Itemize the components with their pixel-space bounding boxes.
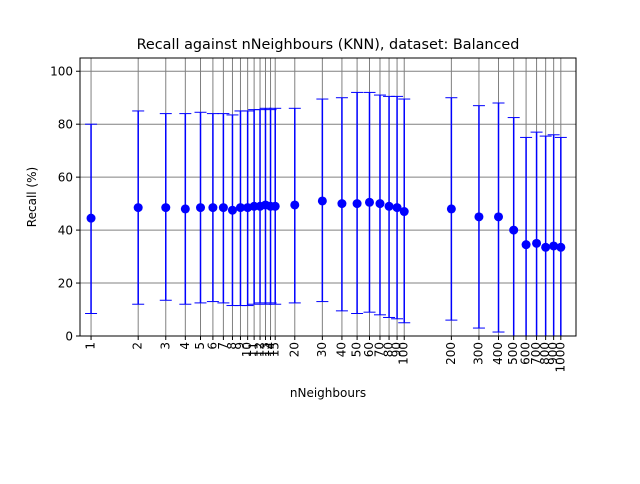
- x-tick-label: 400: [491, 342, 505, 365]
- x-tick-label: 14: [263, 342, 277, 357]
- x-tick-label: 900: [546, 342, 560, 365]
- data-point: [227, 205, 237, 215]
- x-tick-label: 6: [205, 342, 219, 350]
- data-point: [384, 201, 394, 211]
- plot-area: [80, 58, 576, 336]
- data-layer: [85, 91, 567, 336]
- x-axis-label: nNeighbours: [290, 386, 366, 400]
- y-tick-label: 0: [65, 330, 73, 344]
- data-point: [161, 203, 171, 213]
- x-tick-label: 15: [268, 342, 282, 357]
- data-point: [180, 204, 190, 214]
- data-point: [290, 200, 300, 210]
- data-point: [86, 213, 96, 223]
- data-point: [556, 242, 566, 252]
- x-tick-label: 11: [247, 342, 261, 357]
- x-tick-label: 300: [471, 342, 485, 365]
- data-point: [521, 240, 531, 250]
- x-tick-label: 8: [225, 342, 239, 350]
- x-tick-label: 600: [519, 342, 533, 365]
- x-tick-label: 60: [362, 342, 376, 357]
- data-point: [399, 207, 409, 217]
- x-tick-label: 7: [216, 342, 230, 350]
- x-tick-label: 9: [233, 342, 247, 350]
- y-tick-label: 100: [50, 65, 73, 79]
- data-point: [364, 197, 374, 207]
- data-point: [352, 199, 362, 209]
- y-tick-label: 40: [58, 224, 73, 238]
- data-point: [270, 201, 280, 211]
- data-point: [375, 199, 385, 209]
- data-point: [208, 203, 218, 213]
- x-tick-label: 10: [240, 342, 254, 357]
- x-tick-label: 1: [84, 342, 98, 350]
- x-tick-label: 30: [315, 342, 329, 357]
- data-point: [196, 203, 206, 213]
- x-tick-label: 20: [287, 342, 301, 357]
- x-tick-label: 80: [382, 342, 396, 357]
- data-point: [509, 225, 519, 235]
- x-tick-label: 50: [350, 342, 364, 357]
- x-tick-label: 5: [193, 342, 207, 350]
- data-point: [532, 238, 542, 248]
- x-tick-label: 3: [158, 342, 172, 350]
- data-point: [317, 196, 327, 206]
- data-point: [392, 203, 402, 213]
- x-tick-label: 800: [538, 342, 552, 365]
- data-point: [337, 199, 347, 209]
- data-point: [235, 203, 245, 213]
- y-tick-label: 60: [58, 171, 73, 185]
- plot-frame: [79, 57, 577, 337]
- y-axis-label: Recall (%): [25, 167, 39, 227]
- data-point: [494, 212, 504, 222]
- x-tick-label: 13: [258, 342, 272, 357]
- data-point: [218, 203, 228, 213]
- data-point: [474, 212, 484, 222]
- data-point: [549, 241, 559, 251]
- x-tick-label: 70: [372, 342, 386, 357]
- chart-title: Recall against nNeighbours (KNN), datase…: [137, 37, 520, 53]
- x-tick-label: 200: [444, 342, 458, 365]
- x-tick-label: 12: [253, 342, 267, 357]
- x-tick-label: 100: [397, 342, 411, 365]
- x-tick-label: 700: [529, 342, 543, 365]
- y-tick-label: 80: [58, 118, 73, 132]
- x-tick-label: 500: [506, 342, 520, 365]
- x-tick-label: 40: [334, 342, 348, 357]
- x-tick-label: 1000: [553, 342, 567, 373]
- data-point: [446, 204, 456, 214]
- x-tick-label: 2: [131, 342, 145, 350]
- x-tick-label: 90: [390, 342, 404, 357]
- y-tick-label: 20: [58, 277, 73, 291]
- data-point: [133, 203, 143, 213]
- x-tick-label: 4: [178, 342, 192, 350]
- data-point: [541, 242, 551, 252]
